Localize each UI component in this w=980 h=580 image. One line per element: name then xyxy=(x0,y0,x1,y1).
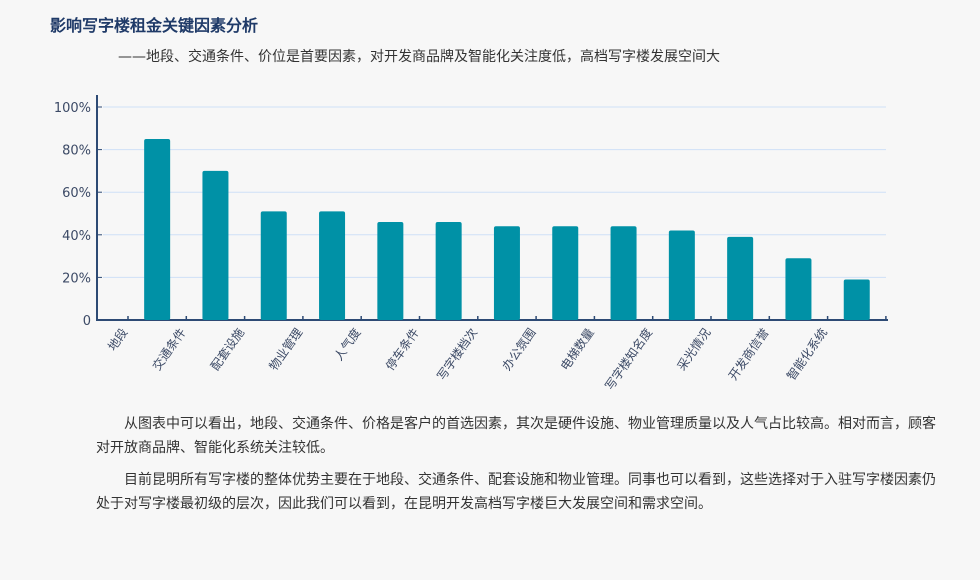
x-tick-label: 停车条件 xyxy=(382,325,422,373)
bar xyxy=(493,226,520,320)
bar xyxy=(144,138,171,320)
paragraph-1: 从图表中可以看出，地段、交通条件、价格是客户的首选因素，其次是硬件设施、物业管理… xyxy=(96,416,936,456)
y-tick-label: 100% xyxy=(54,101,91,116)
page-subtitle: ——地段、交通条件、价位是首要因素，对开发商品牌及智能化关注度低，高档写字楼发展… xyxy=(118,49,720,65)
x-tick-label: 智能化系统 xyxy=(783,325,830,383)
x-tick-label: 开发商信誉 xyxy=(725,325,772,383)
bar xyxy=(552,226,579,320)
bar xyxy=(727,236,754,320)
x-tick-label: 人气度 xyxy=(331,325,364,363)
bar xyxy=(202,170,229,320)
paragraph-2: 目前昆明所有写字楼的整体优势主要在于地段、交通条件、配套设施和物业管理。同事也可… xyxy=(96,472,936,512)
x-axis-labels: 地段 交通条件 配套设施 物业管理 人气度 停车条件 写字楼档次 办公氛围 电梯数量 写字楼知名度… xyxy=(104,325,830,393)
bar xyxy=(668,230,695,320)
x-tick-label: 写字楼档次 xyxy=(434,325,481,383)
bar xyxy=(785,258,812,320)
y-tick-label: 80% xyxy=(62,144,91,159)
x-tick-label: 写字楼知名度 xyxy=(602,325,656,393)
x-tick-label: 办公氛围 xyxy=(499,325,539,373)
bar xyxy=(435,222,462,320)
x-tick-label: 电梯数量 xyxy=(557,325,597,373)
bar xyxy=(843,279,870,320)
y-axis-ticks: 0 20% 40% 60% 80% 100% xyxy=(54,95,888,329)
bar xyxy=(610,226,637,320)
x-tick-label: 地段 xyxy=(104,325,130,353)
bars xyxy=(144,138,870,320)
bar xyxy=(260,211,287,320)
x-tick-label: 配套设施 xyxy=(208,326,247,373)
x-tick-label: 采光情况 xyxy=(674,326,713,373)
x-axis-ticks xyxy=(127,316,887,320)
page-title: 影响写字楼租金关键因素分析 xyxy=(50,16,259,35)
bar xyxy=(319,211,346,320)
y-tick-label: 60% xyxy=(62,186,91,201)
bar xyxy=(377,222,404,320)
x-tick-label: 交通条件 xyxy=(149,325,189,373)
y-tick-label: 20% xyxy=(62,271,91,286)
y-tick-label: 0 xyxy=(83,314,91,329)
y-tick-label: 40% xyxy=(62,229,91,244)
x-tick-label: 物业管理 xyxy=(266,325,306,373)
bar-chart: 020%40%60%80%100% 地段 交通条件 配套设施 物业管理 人气度 停车条件写… xyxy=(54,95,888,393)
